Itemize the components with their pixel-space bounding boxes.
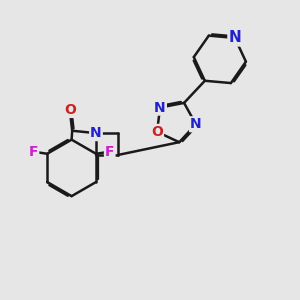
Text: O: O	[151, 125, 163, 139]
Text: N: N	[90, 126, 102, 140]
Text: N: N	[229, 30, 241, 45]
Text: O: O	[64, 103, 76, 117]
Text: N: N	[190, 117, 202, 131]
Text: F: F	[29, 145, 38, 159]
Text: N: N	[154, 100, 166, 115]
Text: F: F	[105, 145, 115, 159]
